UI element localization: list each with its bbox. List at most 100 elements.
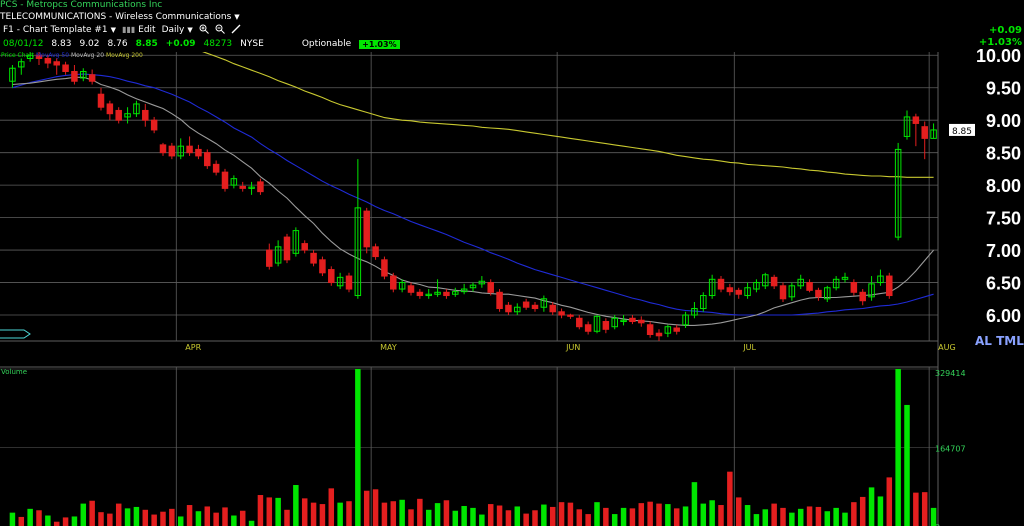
candle-body xyxy=(629,317,636,323)
candle-body xyxy=(434,291,441,295)
candle-body xyxy=(753,282,760,290)
volume-bar xyxy=(487,504,494,526)
zoom-out-icon[interactable] xyxy=(215,24,225,37)
volume-bar xyxy=(18,516,25,526)
candle-body xyxy=(912,116,920,124)
candle-body xyxy=(230,178,238,186)
watermark-text: AL TML xyxy=(975,334,1024,348)
candle-body xyxy=(921,126,928,139)
candle-body xyxy=(700,295,707,310)
legend-ma200: MovAvg 200 xyxy=(105,52,143,59)
candle-body xyxy=(336,276,344,287)
price-tick-label: 6.50 xyxy=(986,274,1021,294)
volume-bar xyxy=(744,505,751,526)
volume-bar xyxy=(567,502,574,526)
change-summary: +0.09 +1.03% xyxy=(979,25,1022,49)
volume-bar xyxy=(452,510,459,526)
volume-bar xyxy=(319,504,326,526)
candle-body xyxy=(593,315,601,332)
candle-body xyxy=(832,278,840,289)
price-tick-label: 7.50 xyxy=(986,209,1021,229)
volume-bar xyxy=(213,512,219,526)
volume-bar xyxy=(443,500,450,526)
volume-bar xyxy=(107,513,113,526)
legend-ma20: MovAvg 20 xyxy=(70,52,105,59)
price-tick-label: 10.00 xyxy=(976,46,1021,66)
candle-body xyxy=(195,148,202,157)
volume-bar xyxy=(275,497,281,526)
volume-bar xyxy=(851,502,857,526)
candle-body xyxy=(390,275,397,290)
ma50-line xyxy=(12,73,934,316)
volume-bar xyxy=(381,502,388,526)
volume-bar xyxy=(558,502,565,526)
edit-button[interactable]: ▮▮▮ Edit xyxy=(122,25,156,35)
volume-bar xyxy=(266,497,273,526)
volume-bar xyxy=(859,496,866,526)
volume-bar xyxy=(160,511,166,526)
candle-body xyxy=(514,306,521,313)
candle-body xyxy=(460,288,468,293)
volume-bar xyxy=(177,516,184,526)
pencil-icon[interactable] xyxy=(231,24,241,37)
candle-body xyxy=(177,145,184,157)
candle-body xyxy=(894,148,902,238)
volume-bar xyxy=(9,512,16,526)
candle-body xyxy=(204,152,211,167)
candle-body xyxy=(354,207,362,297)
candle-body xyxy=(611,317,618,328)
volume-bar xyxy=(231,515,237,526)
candle-body xyxy=(788,285,796,298)
price-plot-area xyxy=(9,52,937,341)
volume-bar xyxy=(284,509,290,526)
candle-body xyxy=(142,109,149,121)
volume-bar xyxy=(886,477,893,526)
candle-body xyxy=(726,287,734,293)
chevron-down-icon: ▼ xyxy=(110,26,117,34)
candle-body xyxy=(859,291,866,302)
period-dropdown[interactable]: Daily ▼ xyxy=(162,25,193,35)
volume-bar xyxy=(301,498,308,526)
quote-change: +0.09 xyxy=(165,39,196,49)
quote-date: 08/01/12 xyxy=(3,39,44,49)
volume-bar xyxy=(833,507,839,526)
volume-bar xyxy=(496,505,503,526)
candle-body xyxy=(877,275,884,284)
quote-last: 8.85 xyxy=(135,39,158,49)
industry-selector[interactable]: TELECOMMUNICATIONS - Wireless Communicat… xyxy=(0,12,240,23)
chevron-down-icon[interactable]: ▼ xyxy=(234,13,240,21)
price-tick-label: 6.00 xyxy=(986,306,1021,326)
candle-body xyxy=(930,129,937,139)
candle-body xyxy=(372,246,379,258)
volume-bar xyxy=(115,503,122,526)
volume-bar xyxy=(771,503,777,526)
chart-template-dropdown[interactable]: F1 - Chart Template #1 ▼ xyxy=(3,25,116,35)
candle-body xyxy=(212,163,220,173)
candle-body xyxy=(416,291,424,297)
candle-body xyxy=(620,319,627,323)
volume-tick-label: 0 xyxy=(935,523,940,526)
zoom-in-icon[interactable] xyxy=(199,24,209,37)
candle-body xyxy=(9,67,16,82)
price-tick-label: 8.50 xyxy=(986,144,1021,164)
candle-body xyxy=(576,317,583,328)
volume-bar xyxy=(868,487,875,526)
volume-bar xyxy=(470,507,476,526)
candle-body xyxy=(664,326,672,334)
candle-body xyxy=(646,324,654,336)
candle-body xyxy=(345,275,353,290)
volume-bar xyxy=(363,490,370,526)
volume-bar xyxy=(673,508,680,526)
percent-change-badge: +1.03% xyxy=(359,39,400,49)
chart-legend: Price Chart MovAvg 50 MovAvg 20 MovAvg 2… xyxy=(1,52,143,59)
volume-bar xyxy=(417,498,423,526)
price-tick-label: 9.50 xyxy=(986,79,1021,99)
volume-bar xyxy=(257,495,264,526)
candle-body xyxy=(762,274,769,287)
volume-bar xyxy=(505,510,512,526)
quote-bar: 08/01/12 8.83 9.02 8.76 8.85 +0.09 48273… xyxy=(3,38,400,50)
candle-body xyxy=(62,64,69,72)
candle-body xyxy=(841,276,849,280)
volume-bar xyxy=(514,506,521,526)
